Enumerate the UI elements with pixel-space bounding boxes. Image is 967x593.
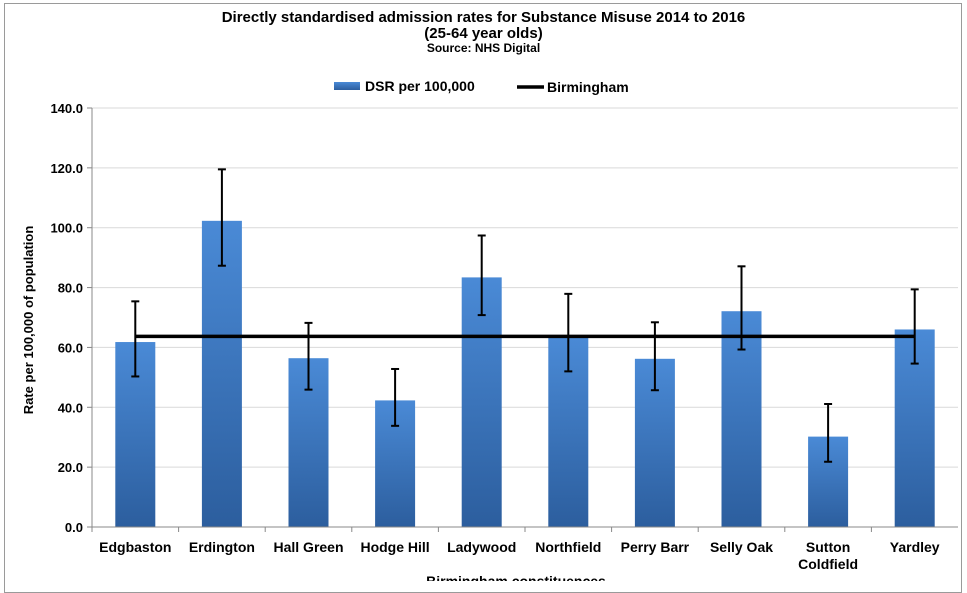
y-tick-label: 20.0 <box>58 460 83 475</box>
x-tick-label-line: Yardley <box>890 539 940 555</box>
x-axis-label: Birmingham constituences <box>426 573 606 581</box>
error-bars <box>131 168 919 463</box>
x-tick-label: Perry Barr <box>621 539 690 555</box>
x-tick-label: Ladywood <box>447 539 516 555</box>
legend-swatch-dsr <box>334 82 360 90</box>
x-tick-label-line: Perry Barr <box>621 539 690 555</box>
x-tick-label-line: Edgbaston <box>99 539 171 555</box>
x-tick-label: Hodge Hill <box>360 539 429 555</box>
x-tick-label-line: Northfield <box>535 539 601 555</box>
y-tick-label: 60.0 <box>58 340 83 355</box>
bar <box>461 277 502 527</box>
x-tick-label-line: Hodge Hill <box>360 539 429 555</box>
x-tick-label: Erdington <box>189 539 255 555</box>
x-axis-labels: Edgbaston Erdington Hall Green Hodge Hill La… <box>91 527 940 572</box>
legend-label-birmingham: Birmingham <box>547 79 629 95</box>
chart-subtitle: (25-64 year olds) <box>424 25 543 42</box>
x-tick-label: Hall Green <box>273 539 343 555</box>
y-axis-label: Rate per 100,000 of population <box>21 226 36 415</box>
chart-source: Source: NHS Digital <box>426 41 541 55</box>
x-tick-label-line: Selly Oak <box>710 539 773 555</box>
y-tick-label: 0.0 <box>65 520 83 535</box>
x-tick-label-line: Erdington <box>189 539 255 555</box>
x-tick-label: Selly Oak <box>710 539 773 555</box>
axes <box>91 108 958 528</box>
y-axis-ticks: 0.0 20.0 40.0 60.0 80.0 100.0 120.0 140.0 <box>50 101 92 535</box>
x-tick-label: Yardley <box>890 539 940 555</box>
x-tick-label-line: Ladywood <box>447 539 516 555</box>
chart-title: Directly standardised admission rates fo… <box>221 9 746 26</box>
x-tick-label: Sutton Coldfield <box>798 539 858 572</box>
y-tick-label: 40.0 <box>58 400 83 415</box>
x-tick-label-line: Sutton <box>806 539 850 555</box>
x-tick-label-line: Coldfield <box>798 556 858 572</box>
bars <box>115 220 935 527</box>
x-tick-label: Northfield <box>535 539 601 555</box>
legend-label-dsr: DSR per 100,000 <box>365 78 475 94</box>
x-tick-label: Edgbaston <box>99 539 171 555</box>
y-tick-label: 140.0 <box>50 101 83 116</box>
legend: DSR per 100,000 Birmingham <box>334 78 629 95</box>
y-tick-label: 80.0 <box>58 281 83 296</box>
bar <box>201 220 242 527</box>
y-tick-label: 100.0 <box>50 221 83 236</box>
y-tick-label: 120.0 <box>50 161 83 176</box>
bar-chart: 0.0 20.0 40.0 60.0 80.0 100.0 120.0 140.0 Edgba… <box>21 78 958 581</box>
x-tick-label-line: Hall Green <box>273 539 343 555</box>
